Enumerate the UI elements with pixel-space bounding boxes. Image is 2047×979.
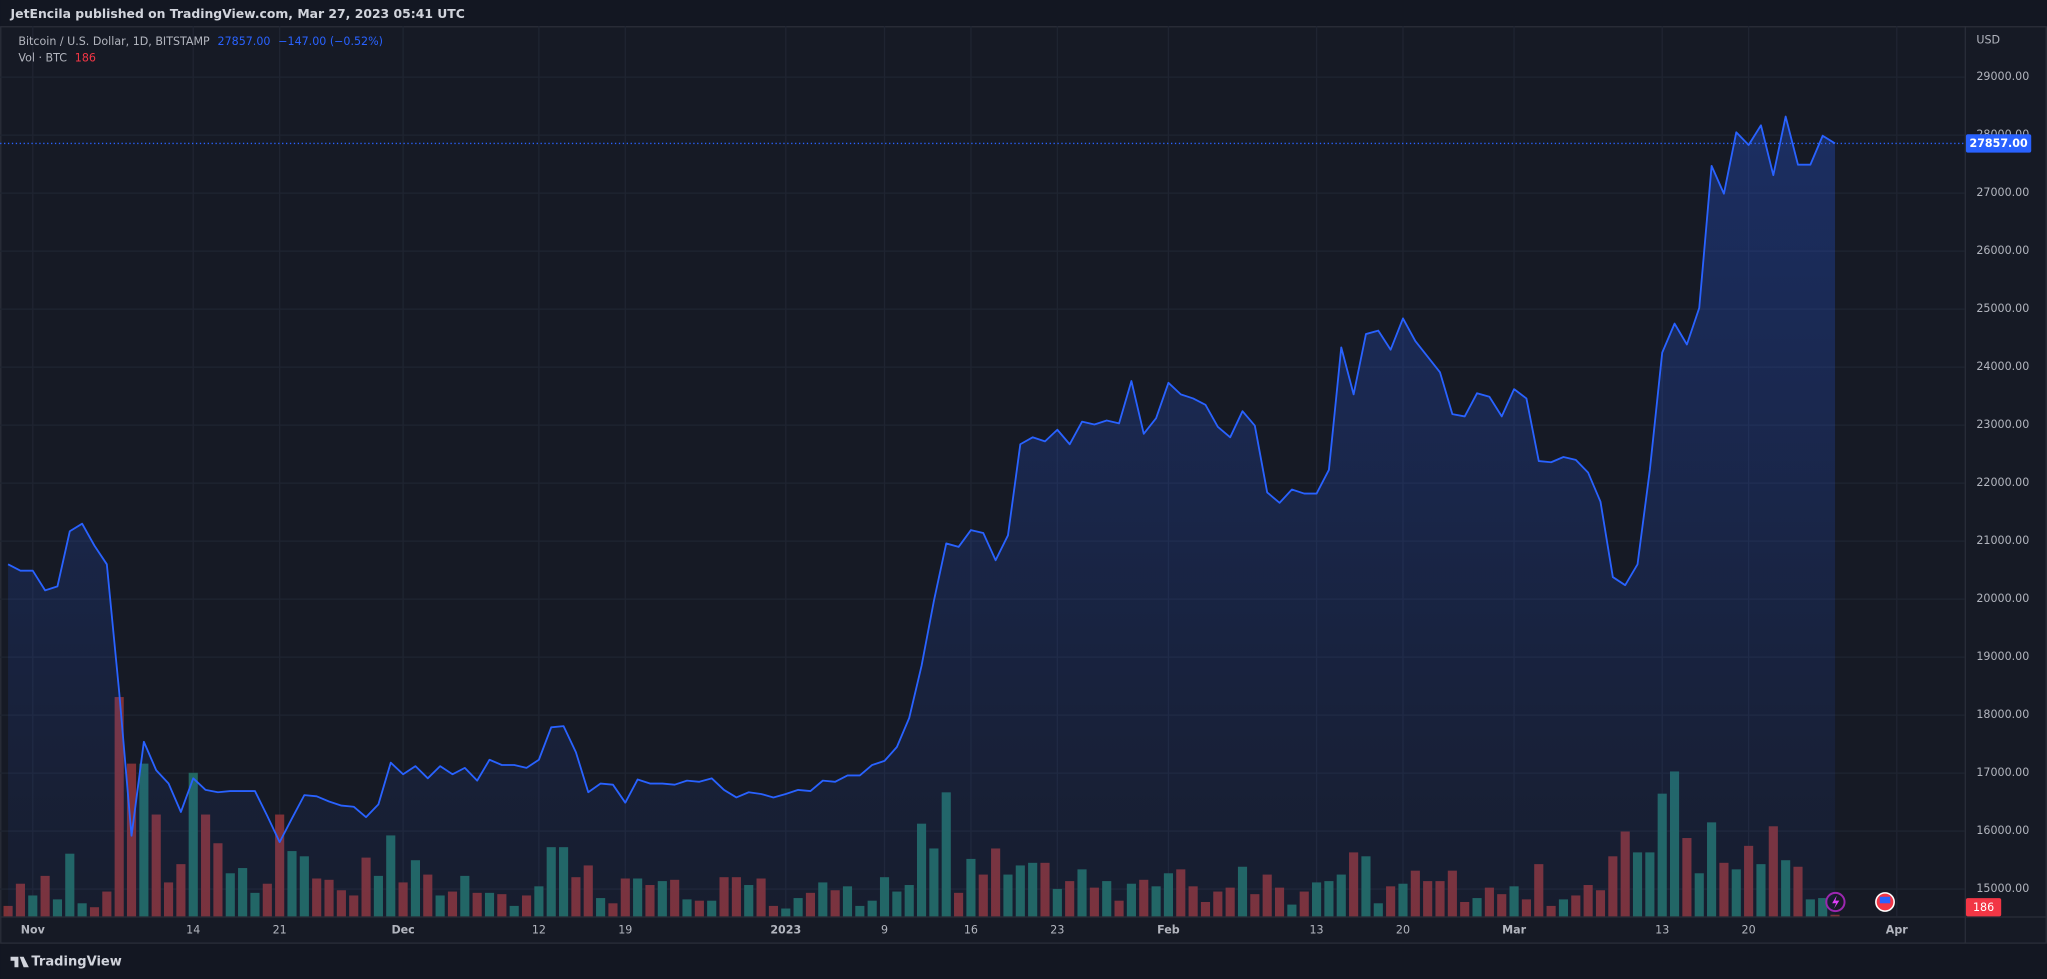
legend-volume-value: 186 [75, 52, 96, 65]
x-tick-label: 21 [273, 924, 287, 937]
y-tick-label: 26000.00 [1976, 244, 2029, 257]
x-tick-label: Feb [1157, 924, 1180, 937]
y-tick-label: 20000.00 [1976, 592, 2029, 605]
legend-volume-name: Vol · BTC [18, 52, 67, 65]
plot [0, 115, 1965, 917]
x-tick-label: 9 [881, 924, 888, 937]
last-price-badge [1965, 134, 2032, 153]
footer: TradingView [10, 955, 122, 970]
axes: 15000.00 16000.00 17000.00 18000.00 19000.00… [21, 70, 2032, 937]
volume-badge-label: 186 [1973, 901, 1994, 914]
x-tick-label: Apr [1886, 924, 1909, 937]
y-tick-label: 19000.00 [1976, 650, 2029, 663]
y-tick-label: 25000.00 [1976, 302, 2029, 315]
x-tick-label: 12 [532, 924, 546, 937]
legend-change: −147.00 (−0.52%) [278, 35, 383, 48]
volume-badge [1965, 898, 2002, 917]
x-tick-label: Mar [1502, 924, 1526, 937]
x-tick-label: 16 [964, 924, 978, 937]
legend-close: 27857.00 [218, 35, 271, 48]
y-tick-label: 22000.00 [1976, 476, 2029, 489]
publisher-line: JetEncila published on TradingView.com, … [10, 6, 465, 21]
y-tick-label: 18000.00 [1976, 708, 2029, 721]
y-tick-label: 21000.00 [1976, 534, 2029, 547]
flag-canton [1879, 896, 1891, 904]
y-tick-label: 27000.00 [1976, 186, 2029, 199]
x-tick-label: 20 [1742, 924, 1756, 937]
y-tick-label: 16000.00 [1976, 824, 2029, 837]
price-line [7, 115, 1836, 844]
x-tick-label: 13 [1655, 924, 1669, 937]
icons [1825, 891, 1895, 913]
x-tick-label: 2023 [770, 924, 801, 937]
x-tick-label: 13 [1310, 924, 1324, 937]
volume-bar [1830, 914, 1840, 917]
x-tick-label: 19 [618, 924, 632, 937]
x-tick-label: 20 [1396, 924, 1410, 937]
brand-name: TradingView [31, 955, 121, 970]
volume-bar [3, 905, 13, 917]
x-tick-label: Nov [21, 924, 46, 937]
x-tick-label: 23 [1050, 924, 1064, 937]
event-icon-bolt [1832, 895, 1840, 909]
last-price-label: 27857.00 [1969, 137, 2027, 150]
x-tick-label: Dec [391, 924, 414, 937]
y-tick-label: 15000.00 [1976, 882, 2029, 895]
event-icon[interactable] [1825, 891, 1846, 913]
y-tick-label: 24000.00 [1976, 360, 2029, 373]
brand-logo [10, 956, 29, 968]
y-tick-label: 23000.00 [1976, 418, 2029, 431]
x-tick-label: 14 [186, 924, 200, 937]
price-area [8, 116, 1836, 917]
legend-symbol: Bitcoin / U.S. Dollar, 1D, BITSTAMP [18, 35, 210, 48]
y-tick-label: 29000.00 [1976, 70, 2029, 83]
currency-label: USD [1976, 33, 2000, 46]
y-tick-label: 17000.00 [1976, 766, 2029, 779]
